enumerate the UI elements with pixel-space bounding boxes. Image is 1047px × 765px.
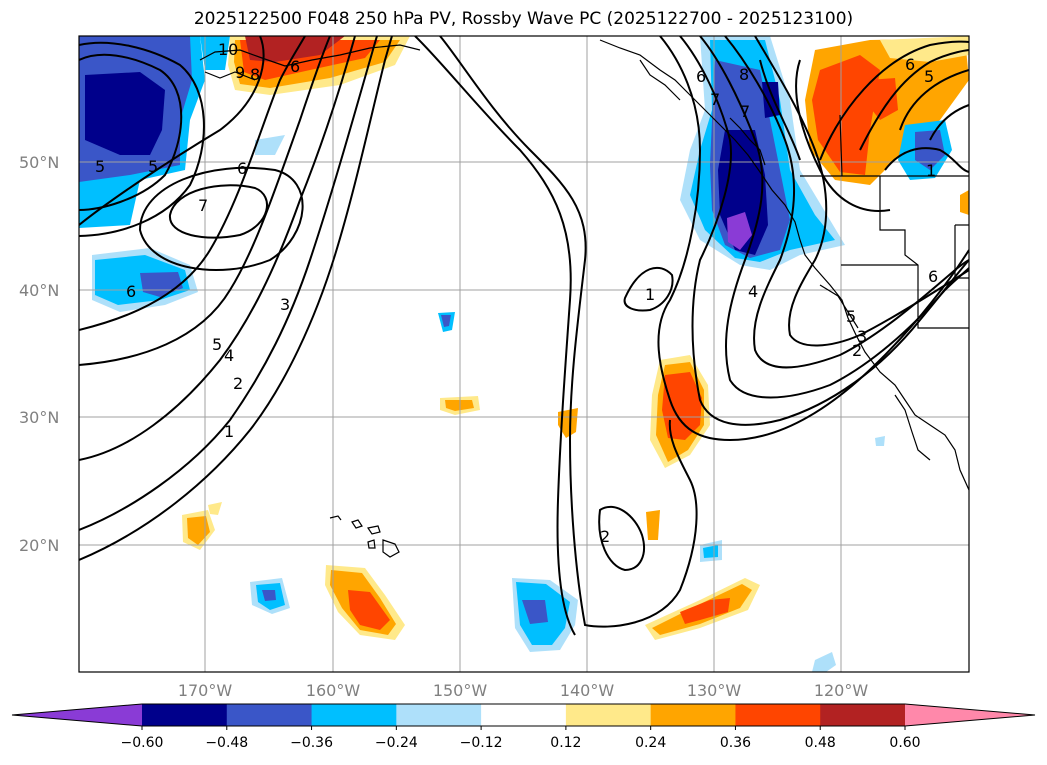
contour-label: 6 — [126, 282, 136, 301]
contour-label: 1 — [224, 422, 234, 441]
colorbar-segment — [735, 704, 821, 726]
contour-label: 2 — [852, 341, 862, 360]
map-title: 2025122500 F048 250 hPa PV, Rossby Wave … — [193, 9, 854, 29]
longitude-labels: 170°W 160°W 150°W 140°W 130°W 120°W — [178, 681, 869, 700]
lat-label: 40°N — [19, 281, 59, 300]
lon-label: 140°W — [560, 681, 615, 700]
contour-label: 10 — [218, 40, 238, 59]
contour-label: 3 — [857, 327, 867, 346]
latitude-labels: 50°N 40°N 30°N 20°N — [19, 153, 59, 555]
colorbar-segment — [311, 704, 397, 726]
contour-label: 5 — [95, 157, 105, 176]
colorbar-tick-label: 0.24 — [635, 735, 666, 751]
lat-label: 20°N — [19, 536, 59, 555]
colorbar-tick-label: 0.12 — [550, 735, 581, 751]
contour-label: 1 — [926, 161, 936, 180]
contour-label: 6 — [696, 67, 706, 86]
contour-label: 5 — [924, 67, 934, 86]
contour-label: 2 — [233, 374, 243, 393]
colorbar-tick-label: 0.60 — [889, 735, 920, 751]
colorbar-tick-label: −0.36 — [290, 735, 333, 751]
contour-label: 6 — [290, 57, 300, 76]
colorbar-tick-label: −0.60 — [121, 735, 164, 751]
contour-label: 6 — [928, 267, 938, 286]
hawaii-islands — [329, 515, 400, 558]
contour-label: 8 — [250, 65, 260, 84]
coastlines — [199, 39, 969, 491]
lon-label: 170°W — [178, 681, 233, 700]
map-border — [78, 35, 970, 673]
contour-label: 6 — [905, 55, 915, 74]
colorbar-segment — [396, 704, 482, 726]
contour-label: 5 — [212, 335, 222, 354]
colorbar-segment — [142, 704, 228, 726]
colorbar-segment — [650, 704, 736, 726]
contour-label: 7 — [198, 196, 208, 215]
colorbar-segment — [565, 704, 652, 726]
colorbar-extend-max — [905, 704, 1035, 726]
colorbar-tick-label: −0.48 — [205, 735, 248, 751]
lon-label: 160°W — [306, 681, 361, 700]
lon-label: 150°W — [433, 681, 488, 700]
contour-label: 8 — [739, 65, 749, 84]
colorbar-tick-label: −0.12 — [460, 735, 503, 751]
contour-label: 5 — [846, 307, 856, 326]
contour-label: 4 — [748, 282, 758, 301]
contour-label: 5 — [148, 157, 158, 176]
colorbar: −0.60 −0.48 −0.36 −0.24 −0.12 0.12 0.24 0.36 0.4… — [11, 703, 1036, 751]
colorbar-tick-label: 0.36 — [720, 735, 751, 751]
contour-label: 1 — [645, 285, 655, 304]
colorbar-segment — [820, 704, 906, 726]
colorbar-tick-label: −0.24 — [375, 735, 418, 751]
contour-label: 6 — [237, 159, 247, 178]
contour-label: 4 — [224, 346, 234, 365]
lon-label: 120°W — [814, 681, 869, 700]
contour-label: 7 — [710, 90, 720, 109]
colorbar-segment — [226, 704, 313, 726]
lon-label: 130°W — [687, 681, 742, 700]
contour-label: 3 — [280, 295, 290, 314]
colorbar-segment — [481, 704, 567, 726]
colorbar-extend-min — [12, 704, 142, 726]
contour-labels: 5 5 6 6 7 6 5 4 3 2 1 9 8 6 7 8 7 6 5 1 … — [95, 40, 938, 546]
contour-label: 2 — [600, 527, 610, 546]
colorbar-tick-label: 0.48 — [805, 735, 836, 751]
pv-contours — [79, 36, 969, 636]
contour-label: 9 — [235, 63, 245, 82]
lat-label: 50°N — [19, 153, 59, 172]
contour-label: 7 — [740, 102, 750, 121]
lat-label: 30°N — [19, 408, 59, 427]
